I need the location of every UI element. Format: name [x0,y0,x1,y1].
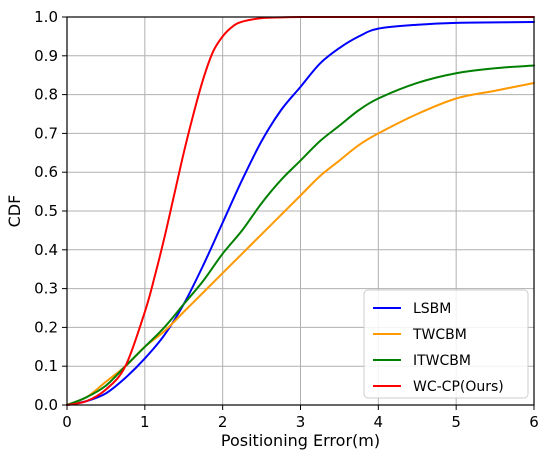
y-tick-label: 0.0 [34,396,58,414]
y-tick-label: 0.7 [34,124,58,142]
y-tick-label: 0.8 [34,86,58,104]
y-tick-label: 0.2 [34,318,58,336]
series-line-lsbm [66,21,535,406]
legend-label: ITWCBM [413,353,471,369]
axis-ticks: 0 1 2 3 4 5 6 0.0 0.1 0.2 0.3 0.4 0.5 0.6 0.7 0.8 0.9 1.0 [34,8,539,431]
legend: LSBM TWCBM ITWCBM WC-CP(Ours) [363,289,529,399]
legend-label: TWCBM [412,327,467,343]
x-tick-label: 2 [218,413,228,431]
y-tick-label: 0.9 [34,47,58,65]
legend-label: WC-CP(Ours) [413,379,504,395]
series-line-itwcbm [66,64,535,406]
y-tick-label: 0.6 [34,163,58,181]
x-tick-label: 1 [140,413,150,431]
x-tick-label: 0 [62,413,72,431]
y-tick-label: 1.0 [34,8,58,26]
x-tick-label: 3 [296,413,306,431]
y-tick-label: 0.1 [34,357,58,375]
y-axis-label: CDF [5,195,24,228]
legend-label: LSBM [413,301,451,317]
x-tick-label: 5 [451,413,461,431]
y-tick-label: 0.3 [34,280,58,298]
y-tick-label: 0.5 [34,202,58,220]
x-tick-label: 6 [529,413,539,431]
x-axis-label: Positioning Error(m) [221,431,380,450]
y-tick-label: 0.4 [34,241,58,259]
x-tick-label: 4 [374,413,384,431]
legend-box [363,289,529,399]
